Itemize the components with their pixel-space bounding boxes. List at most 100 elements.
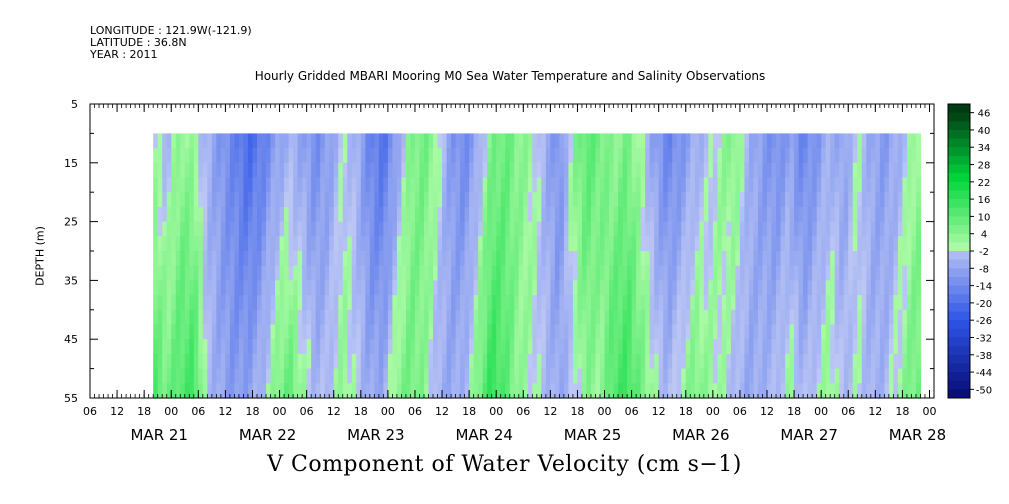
heatmap-cell [261,265,267,281]
heatmap-cell [771,280,777,296]
heatmap-cell [405,353,412,370]
heatmap-cell [405,192,412,208]
heatmap-cell [202,324,208,340]
heatmap-cell [315,280,321,296]
heatmap-cell [166,265,172,281]
heatmap-cell [193,353,199,370]
heatmap-cell [541,353,547,370]
heatmap-cell [663,221,669,237]
heatmap-cell [509,295,515,311]
heatmap-cell [351,353,357,370]
heatmap-cell [888,383,894,399]
heatmap-cell [405,324,412,340]
heatmap-cell [739,148,746,164]
heatmap-cell [320,280,326,296]
heatmap-cell [302,295,308,311]
heatmap-cell [771,221,777,237]
heatmap-cell [333,265,339,281]
heatmap-cell [645,309,651,326]
heatmap-cell [220,295,227,311]
heatmap-cell [247,353,254,370]
heatmap-cell [293,236,299,252]
heatmap-cell [261,206,267,223]
heatmap-cell [153,148,159,164]
heatmap-cell [798,280,804,296]
heatmap-cell [875,383,881,399]
heatmap-cell [302,383,308,399]
heatmap-cell [261,236,267,252]
heatmap-cell [730,251,737,267]
heatmap-cell [514,295,520,311]
heatmap-cell [487,339,493,355]
heatmap-cell [347,192,353,208]
heatmap-cell [157,280,163,296]
colorbar-segment [948,259,970,269]
heatmap-cell [514,324,520,340]
heatmap-cell [568,280,574,296]
heatmap-cell [699,148,705,164]
heatmap-cell [753,192,759,208]
heatmap-cell [748,309,755,326]
heatmap-cell [663,162,669,179]
heatmap-cell [482,236,488,252]
x-hour-tick-label: 06 [733,405,747,418]
heatmap-cell [911,177,917,193]
heatmap-cell [247,192,254,208]
heatmap-cell [369,368,375,384]
heatmap-cell [396,206,403,223]
heatmap-cell [879,177,885,193]
heatmap-cell [243,206,249,223]
heatmap-cell [875,251,881,267]
heatmap-cell [261,162,267,179]
heatmap-cell [261,295,267,311]
heatmap-cell [789,251,795,267]
heatmap-cell [748,265,755,281]
heatmap-cell [825,339,831,355]
heatmap-cell [270,280,276,296]
heatmap-cell [776,324,782,340]
heatmap-cell [356,265,362,281]
heatmap-cell [414,368,421,384]
heatmap-cell [676,368,682,384]
heatmap-cell [198,148,204,164]
heatmap-cell [726,251,732,267]
heatmap-cell [247,295,254,311]
heatmap-cell [861,177,867,193]
heatmap-cell [216,368,222,384]
heatmap-cell [906,251,913,267]
heatmap-cell [726,383,732,399]
heatmap-cell [329,265,335,281]
heatmap-cell [780,280,786,296]
heatmap-cell [834,265,840,281]
heatmap-cell [220,280,227,296]
heatmap-cell [455,383,461,399]
heatmap-cell [663,192,669,208]
heatmap-cell [776,162,782,179]
heatmap-cell [189,236,195,252]
heatmap-cell [568,383,574,399]
heatmap-cell [897,251,904,267]
variable-title: V Component of Water Velocity (cm s−1) [267,452,742,477]
heatmap-cell [383,221,389,237]
heatmap-cell [685,206,691,223]
heatmap-cell [509,368,515,384]
heatmap-cell [175,236,181,252]
heatmap-cell [631,324,637,340]
heatmap-cell [428,177,434,193]
heatmap-cell [627,353,633,370]
heatmap-cell [857,133,863,149]
heatmap-cell [324,162,330,179]
heatmap-cell [374,221,380,237]
heatmap-cell [586,368,592,384]
heatmap-cell [374,339,380,355]
heatmap-cell [658,251,664,267]
heatmap-cell [396,280,403,296]
heatmap-cell [609,221,615,237]
heatmap-cell [654,206,660,223]
heatmap-cell [225,368,231,384]
heatmap-cell [748,177,755,193]
heatmap-cell [577,133,583,149]
heatmap-cell [852,309,858,326]
heatmap-cell [225,265,231,281]
heatmap-cell [798,353,804,370]
